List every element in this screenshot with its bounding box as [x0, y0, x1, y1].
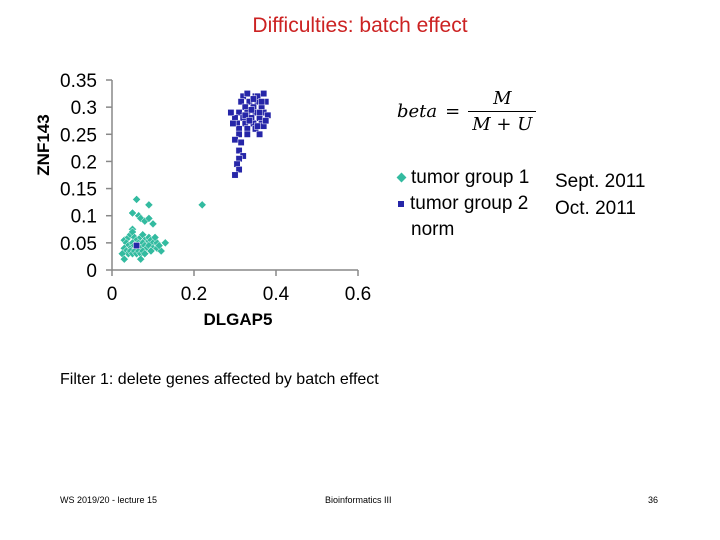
- data-point-tumor-group-1: [148, 219, 158, 229]
- chart-legend: tumor group 1 tumor group 2 norm: [396, 165, 530, 243]
- x-axis-label: DLGAP5: [204, 310, 273, 329]
- chart-axes: [106, 79, 359, 276]
- data-point-tumor-group-2: [262, 117, 270, 125]
- data-point-tumor-group-2: [231, 171, 239, 179]
- data-point-tumor-group-2: [256, 130, 264, 138]
- footer-page-number: 36: [648, 495, 659, 505]
- data-point-tumor-group-2: [254, 122, 262, 130]
- data-point-tumor-group-1: [146, 246, 156, 256]
- data-point-tumor-group-2: [229, 119, 237, 127]
- y-tick-label: 0.3: [71, 98, 97, 119]
- slide-title: Difficulties: batch effect: [252, 14, 468, 37]
- x-tick-label: 0.2: [181, 284, 207, 305]
- x-tick-label: 0.4: [263, 284, 290, 305]
- y-tick-label: 0.2: [71, 152, 97, 173]
- data-point-tumor-group-1: [144, 214, 154, 223]
- chart-points: [117, 90, 272, 264]
- data-point-tumor-group-1: [136, 254, 146, 264]
- data-point-tumor-group-2: [235, 147, 243, 155]
- formula-numerator: M: [493, 87, 512, 109]
- y-tick-label: 0.15: [60, 180, 97, 201]
- y-tick-label: 0.25: [60, 125, 97, 146]
- y-tick-label: 0: [86, 261, 97, 282]
- footer-lecture: WS 2019/20 - lecture 15: [60, 495, 158, 505]
- footer-course: Bioinformatics III: [325, 495, 392, 505]
- formula-equals: =: [445, 100, 461, 122]
- formula-fraction: M M + U: [468, 87, 537, 135]
- data-point-tumor-group-2: [256, 109, 264, 117]
- legend-label: norm: [411, 219, 455, 240]
- data-point-tumor-group-2: [245, 117, 253, 125]
- data-point-tumor-group-2: [250, 95, 257, 103]
- data-point-tumor-group-1: [154, 241, 164, 250]
- data-point-tumor-group-1: [119, 254, 129, 264]
- data-point-tumor-group-2: [258, 98, 266, 106]
- formula-denominator: M + U: [468, 110, 537, 135]
- data-point-tumor-group-2: [235, 130, 243, 138]
- data-point-tumor-group-1: [197, 200, 207, 210]
- data-point-tumor-group-2: [260, 90, 268, 98]
- legend-item-norm: norm: [398, 217, 529, 243]
- data-point-tumor-group-2: [243, 130, 251, 138]
- data-point-tumor-group-1: [144, 200, 154, 210]
- y-tick-label: 0.35: [60, 71, 97, 92]
- beta-formula: beta = M M + U: [397, 86, 537, 136]
- date-label: Oct. 2011: [555, 198, 636, 219]
- data-point-tumor-group-1: [150, 233, 160, 242]
- diamond-marker-icon: [396, 173, 407, 183]
- data-point-tumor-group-1: [160, 238, 170, 248]
- x-tick-label: 0.6: [345, 284, 371, 305]
- legend-label: tumor group 2: [410, 193, 529, 214]
- data-point-tumor-group-2: [235, 166, 243, 174]
- y-tick-label: 0.05: [60, 234, 97, 255]
- formula-lhs: beta: [397, 100, 438, 122]
- legend-label: tumor group 1: [411, 167, 530, 188]
- data-point-tumor-group-2: [237, 138, 245, 146]
- data-point-tumor-group-2: [241, 111, 249, 119]
- data-point-tumor-group-2: [231, 136, 239, 144]
- chart-tick-labels: 0 0.05 0.1 0.15 0.2 0.25 0.3 0.35 0 0.2 0.4 0.6: [60, 71, 371, 305]
- data-point-tumor-group-2: [247, 106, 255, 114]
- data-point-tumor-group-1: [140, 249, 150, 259]
- data-point-tumor-group-2: [227, 109, 235, 117]
- y-tick-label: 0.1: [71, 207, 97, 228]
- y-axis-label: ZNF143: [34, 114, 53, 175]
- data-point-tumor-group-2: [133, 242, 141, 250]
- batch-dates: Sept. 2011 Oct. 2011: [555, 168, 646, 222]
- data-point-tumor-group-1: [132, 195, 141, 204]
- date-label: Sept. 2011: [555, 171, 646, 192]
- legend-item-tumor-group-1: tumor group 1: [396, 165, 530, 191]
- data-point-tumor-group-2: [237, 98, 245, 106]
- data-point-tumor-group-1: [128, 208, 137, 218]
- x-tick-label: 0: [107, 284, 118, 305]
- filter-note: Filter 1: delete genes affected by batch…: [60, 371, 379, 388]
- square-marker-icon: [398, 200, 404, 207]
- legend-item-tumor-group-2: tumor group 2: [398, 191, 529, 217]
- data-point-tumor-group-2: [243, 90, 251, 98]
